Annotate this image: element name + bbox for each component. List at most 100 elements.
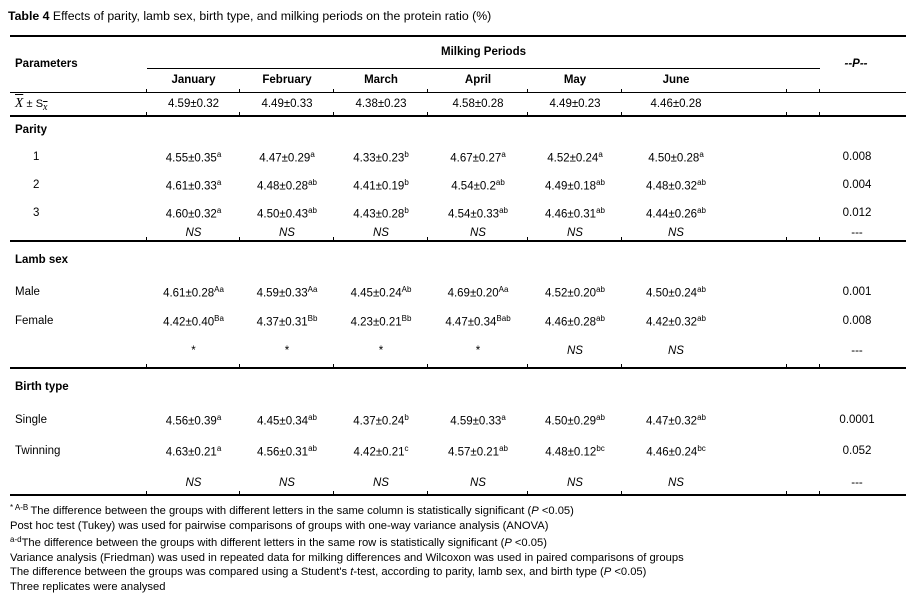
cell-superscript: Ba (214, 313, 224, 323)
spacer-cell (787, 171, 820, 199)
col-header-february: February (239, 68, 334, 93)
data-cell: 4.48±0.32ab (622, 171, 787, 199)
row-label: Single (15, 414, 47, 426)
data-row-parity: 3 4.60±0.32a 4.50±0.43ab 4.43±0.28b 4.54±0.3… (10, 199, 906, 227)
col-header-june: June (621, 68, 787, 93)
section-header-lamb-sex: Lamb sex (15, 253, 69, 266)
p-value-cell: 0.008 (842, 315, 872, 327)
footnote: * A-B The difference between the groups … (10, 501, 918, 519)
cell-value: 4.48±0.32 (646, 180, 698, 193)
row-label: Male (15, 286, 40, 298)
significance-cell: * (333, 335, 428, 369)
col-header-april: April (427, 68, 528, 93)
significance-cell: NS (527, 335, 622, 369)
cell-value: 4.47±0.29 (259, 152, 311, 165)
header-row-months: January February March April May June (10, 68, 906, 93)
cell-value: 4.42±0.21 (353, 446, 405, 459)
cell-superscript: ab (697, 313, 706, 323)
data-cell: 4.49±0.23 (527, 92, 622, 117)
cell-superscript: ab (308, 177, 317, 187)
data-cell: 4.58±0.28 (427, 92, 528, 117)
spacer-cell (787, 436, 820, 466)
row-label-overall-mean: X ± Sx (10, 92, 147, 117)
data-cell: 4.38±0.23 (333, 92, 428, 117)
spacer-cell (785, 335, 821, 369)
data-cell: 4.49±0.33 (239, 92, 334, 117)
data-cell: 4.48±0.12bc (528, 436, 622, 466)
cell-superscript: ab (697, 205, 706, 215)
cell-superscript: a (699, 149, 704, 159)
cell-superscript: ab (495, 177, 505, 187)
cell-value: 4.37±0.24 (353, 415, 405, 428)
p-value-cell: 0.008 (842, 151, 872, 163)
data-cell: 4.63±0.21a (147, 436, 240, 466)
cell-value: 4.63±0.21 (165, 446, 217, 459)
data-cell: 4.60±0.32a (147, 199, 240, 227)
cell-superscript: a (216, 443, 222, 453)
table-caption-text: Effects of parity, lamb sex, birth type,… (49, 9, 492, 23)
cell-superscript: c (404, 443, 409, 453)
cell-superscript: Aa (307, 284, 318, 294)
cell-value: 4.33±0.23 (353, 152, 405, 165)
significance-cell: NS (333, 227, 428, 242)
cell-value: 4.44±0.26 (646, 208, 698, 221)
table-caption: Table 4 Effects of parity, lamb sex, bir… (0, 0, 918, 23)
cell-superscript: ab (308, 443, 317, 453)
footnote-segment: The difference between the groups with d… (21, 537, 505, 550)
data-cell: 4.54±0.2ab (428, 171, 528, 199)
footnote-segment: The difference between the groups with d… (30, 505, 532, 517)
footnote-segment: P (531, 505, 539, 517)
col-header-january: January (146, 68, 240, 93)
significance-cell: NS (239, 466, 334, 495)
row-label: 3 (33, 207, 40, 219)
cell-superscript: a (216, 149, 222, 159)
footnote-segment: P (603, 566, 612, 579)
data-cell: 4.50±0.29ab (528, 404, 622, 436)
footnote-segment: Three replicates were analysed (10, 580, 166, 593)
data-cell: 4.55±0.35a (147, 143, 240, 171)
cell-value: 4.42±0.32 (646, 316, 698, 329)
cell-value: 4.54±0.33 (448, 208, 500, 221)
mean-symbol: X (15, 94, 24, 110)
cell-superscript: a (216, 205, 222, 215)
cell-superscript: a (501, 412, 506, 422)
footnote-segment: Variance analysis (Friedman) was used in… (10, 551, 684, 564)
p-value-cell (819, 92, 907, 117)
cell-superscript: b (404, 149, 409, 159)
data-row-birth-type: Twinning 4.63±0.21a 4.56±0.31ab 4.42±0.21c 4… (10, 436, 906, 466)
cell-value: 4.23±0.21 (350, 316, 402, 329)
cell-superscript: ab (697, 412, 706, 422)
footnote: Variance analysis (Friedman) was used in… (10, 551, 918, 566)
significance-cell: NS (239, 227, 334, 242)
significance-cell: NS (527, 227, 622, 242)
cell-value: 4.37±0.31 (256, 316, 308, 329)
data-row-lamb-sex: Female 4.42±0.40Ba 4.37±0.31Bb 4.23±0.21Bb 4… (10, 307, 906, 335)
cell-value: 4.52±0.20 (545, 287, 597, 300)
spacer-cell (787, 277, 820, 307)
data-cell: 4.69±0.20Aa (428, 277, 528, 307)
data-cell: 4.46±0.28 (621, 92, 787, 117)
cell-value: 4.46±0.28 (545, 316, 597, 329)
table-caption-number: Table 4 (8, 9, 50, 23)
col-header-p: --P-- (820, 36, 907, 93)
spacer-cell (785, 92, 821, 117)
col-header-may: May (527, 68, 622, 93)
cell-value: 4.50±0.28 (648, 152, 700, 165)
section-header-parity: Parity (15, 124, 47, 136)
footnotes: * A-B The difference between the groups … (10, 501, 918, 595)
cell-value: 4.50±0.29 (545, 415, 597, 428)
data-row-parity: 2 4.61±0.33a 4.48±0.28ab 4.41±0.19b 4.54±0.2… (10, 171, 906, 199)
p-value-cell: 0.0001 (839, 414, 875, 426)
data-row-lamb-sex: Male 4.61±0.28Aa 4.59±0.33Aa 4.45±0.24Ab 4.6… (10, 277, 906, 307)
footnote-segment: a-d (10, 535, 22, 545)
row-label: 2 (33, 179, 40, 191)
data-cell: 4.52±0.20ab (528, 277, 622, 307)
cell-superscript: ab (308, 205, 317, 215)
header-row-group: Parameters Milking Periods --P-- (10, 36, 907, 93)
data-cell: 4.48±0.28ab (240, 171, 334, 199)
cell-superscript: ab (596, 284, 605, 294)
significance-cell: * (146, 335, 240, 369)
data-row-birth-type: Single 4.56±0.39a 4.45±0.34ab 4.37±0.24b 4.5… (10, 404, 906, 436)
cell-superscript: ab (596, 177, 605, 187)
cell-superscript: a (310, 149, 315, 159)
